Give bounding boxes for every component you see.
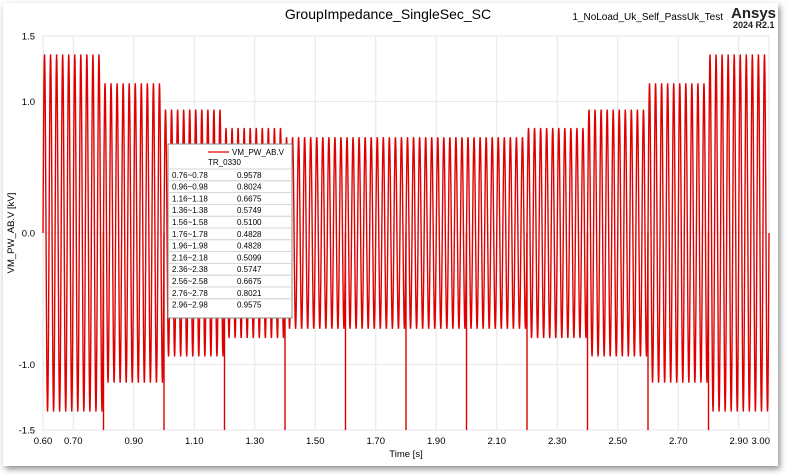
x-axis-label: Time [s]	[389, 449, 422, 460]
x-tick-label: 1.10	[185, 436, 204, 447]
legend-row-range: 1.36~1.38	[172, 206, 208, 215]
legend-row-value: 0.6675	[237, 277, 262, 286]
legend-series-name: VM_PW_AB.V	[232, 148, 285, 157]
legend-row-range: 2.36~2.38	[172, 265, 208, 274]
legend-background	[167, 143, 293, 319]
legend-row-value: 0.9578	[237, 171, 262, 180]
x-tick-label: 1.70	[367, 436, 386, 447]
x-tick-label: 0.60	[34, 436, 53, 447]
x-tick-labels: 0.60 0.70 0.90 1.10 1.30 1.50 1.70 1.90 2.10 2.30…	[34, 436, 770, 447]
x-tick-label: 3.00	[752, 436, 771, 447]
legend-row-value: 0.4828	[237, 230, 262, 239]
y-tick-label: -1.5	[19, 426, 35, 437]
legend-row-range: 2.96~2.98	[172, 301, 208, 310]
legend-group: TR_0330	[208, 158, 241, 167]
y-tick-label: 1.0	[22, 97, 35, 108]
legend-row-value: 0.6675	[237, 194, 262, 203]
legend-row-range: 0.96~0.98	[172, 183, 208, 192]
legend-row-value: 0.8024	[237, 183, 262, 192]
x-tick-label: 1.90	[427, 436, 446, 447]
legend-box[interactable]: VM_PW_AB.V TR_0330 0.76~0.78 0.9578 0.96~0…	[167, 143, 293, 319]
legend-row-value: 0.9575	[237, 301, 262, 310]
x-tick-label: 0.70	[64, 436, 83, 447]
x-tick-label: 2.50	[609, 436, 628, 447]
y-tick-label: -1.0	[19, 360, 35, 371]
x-tick-label: 2.90	[730, 436, 749, 447]
legend-row-value: 0.5749	[237, 206, 262, 215]
brand-logo: Ansys	[731, 5, 776, 22]
legend-row-range: 0.76~0.78	[172, 171, 208, 180]
x-tick-label: 1.30	[246, 436, 265, 447]
chart-frame: GroupImpedance_SingleSec_SC 1_NoLoad_Uk_…	[3, 3, 778, 466]
legend-row-range: 1.76~1.78	[172, 230, 208, 239]
y-tick-label: 1.5	[22, 32, 35, 43]
legend-row-range: 1.16~1.18	[172, 194, 208, 203]
legend-row-value: 0.5747	[237, 265, 262, 274]
version-label: 2024 R2.1	[733, 20, 775, 30]
legend-row-value: 0.4828	[237, 242, 262, 251]
y-tick-labels: 1.5 1.0 0.0 -1.0 -1.5	[19, 32, 35, 437]
legend-row-range: 2.56~2.58	[172, 277, 208, 286]
y-axis-label: VM_PW_AB.V [kV]	[6, 193, 17, 274]
legend-row-value: 0.5100	[237, 218, 262, 227]
series-layer	[42, 54, 770, 430]
chart-title: GroupImpedance_SingleSec_SC	[285, 6, 491, 22]
legend-row-range: 2.16~2.18	[172, 253, 208, 262]
legend-row-value: 0.8021	[237, 289, 262, 298]
chart-subtitle: 1_NoLoad_Uk_Self_PassUk_Test	[572, 12, 723, 23]
x-tick-label: 2.30	[548, 436, 567, 447]
legend-row-range: 1.56~1.58	[172, 218, 208, 227]
y-tick-label: 0.0	[22, 229, 35, 240]
impedance-chart: GroupImpedance_SingleSec_SC 1_NoLoad_Uk_…	[6, 5, 776, 460]
legend-row-range: 2.76~2.78	[172, 289, 208, 298]
x-tick-label: 0.90	[125, 436, 144, 447]
x-tick-label: 2.70	[669, 436, 688, 447]
legend-table: 0.76~0.78 0.9578 0.96~0.98 0.8024 1.16~1.18 0…	[168, 168, 292, 310]
x-tick-label: 2.10	[488, 436, 507, 447]
x-tick-label: 1.50	[306, 436, 325, 447]
legend-row-range: 1.96~1.98	[172, 242, 208, 251]
legend-row-value: 0.5099	[237, 253, 262, 262]
